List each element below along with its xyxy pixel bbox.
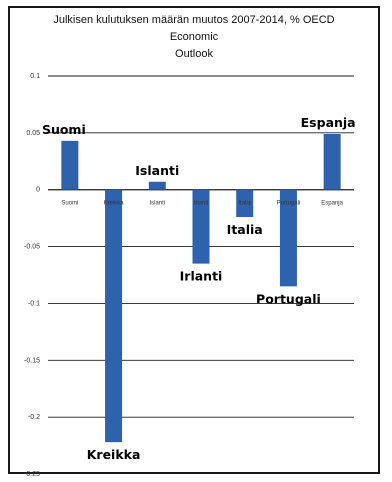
y-tick-label: -0.25 — [24, 471, 40, 478]
category-label: Kreikka — [104, 201, 125, 207]
category-label: Italia — [238, 201, 251, 207]
y-tick-label: 0.05 — [26, 130, 40, 137]
y-tick-label: 0 — [36, 187, 40, 194]
y-tick-label: -0.05 — [24, 244, 40, 251]
category-label: Suomi — [61, 201, 78, 207]
y-tick-label: -0.2 — [28, 414, 40, 421]
bar — [279, 189, 297, 287]
y-tick-labels: 0.1 0.05 0 -0.05 -0.1 -0.15 -0.2 -0.25 — [24, 73, 40, 478]
bar-annotation: Espanja — [301, 115, 356, 130]
bar-annotation: Italia — [227, 222, 263, 237]
category-label: Portugali — [277, 201, 301, 207]
chart-title-line-2: Outlook — [175, 48, 213, 60]
bar — [61, 140, 79, 190]
y-tick-label: -0.15 — [24, 357, 40, 364]
bar — [148, 181, 166, 190]
category-label: Irlanti — [194, 201, 209, 207]
bar-annotation: Suomi — [42, 122, 86, 137]
bar-annotation: Portugali — [256, 291, 321, 306]
bar — [105, 189, 123, 443]
category-label: Espanja — [321, 201, 343, 207]
bars — [61, 133, 341, 443]
bar — [323, 133, 341, 190]
bar — [236, 189, 254, 218]
y-tick-label: 0.1 — [30, 73, 40, 80]
category-label: Islanti — [149, 201, 165, 207]
bar-annotations: Suomi Kreikka Islanti Irlanti Italia Portugal… — [42, 115, 356, 462]
category-axis-labels: Suomi Kreikka Islanti Irlanti Italia Portugal… — [61, 201, 343, 207]
chart-title: Julkisen kulutuksen määrän muutos 2007-2… — [44, 12, 344, 63]
bar — [192, 189, 210, 264]
bar-annotation: Kreikka — [87, 447, 141, 462]
y-tick-label: -0.1 — [28, 300, 40, 307]
bar-annotation: Irlanti — [180, 269, 223, 284]
bar-annotation: Islanti — [135, 163, 179, 178]
chart-title-line-1: Julkisen kulutuksen määrän muutos 2007-2… — [53, 14, 335, 43]
